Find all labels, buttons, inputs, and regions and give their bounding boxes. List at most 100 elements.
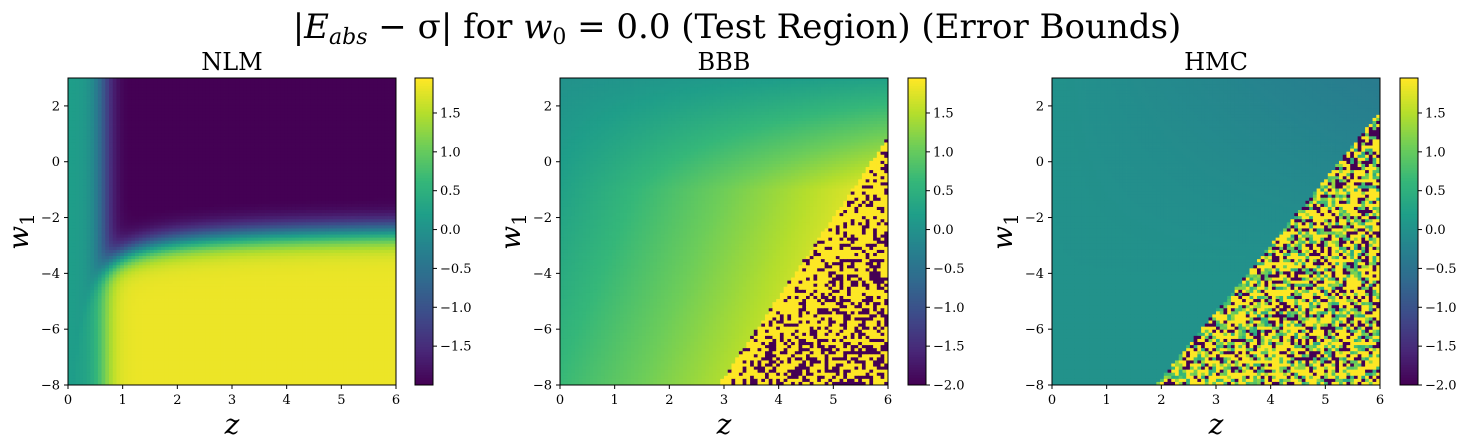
heatmap-cell <box>161 238 165 241</box>
heatmap-cell <box>68 170 72 173</box>
heatmap-cell <box>340 195 344 198</box>
heatmap-cell <box>321 189 325 192</box>
heatmap-cell <box>389 103 393 106</box>
heatmap-cell <box>128 173 132 176</box>
heatmap-cell <box>165 179 169 182</box>
heatmap-cell <box>169 155 173 158</box>
heatmap-cell <box>124 124 128 127</box>
heatmap-cell <box>75 176 79 179</box>
heatmap-cell <box>348 118 352 121</box>
heatmap-cell <box>336 161 340 164</box>
heatmap-cell <box>202 192 206 195</box>
heatmap-cell <box>247 103 251 106</box>
heatmap-cell <box>143 84 147 87</box>
heatmap-cell <box>239 146 243 149</box>
heatmap-cell <box>389 106 393 109</box>
heatmap-cell <box>381 155 385 158</box>
heatmap-cell <box>243 176 247 179</box>
heatmap-cell <box>165 244 169 247</box>
heatmap-cell <box>381 146 385 149</box>
heatmap-cell <box>169 99 173 102</box>
heatmap-cell <box>180 176 184 179</box>
heatmap-cell <box>374 81 378 84</box>
heatmap-cell <box>385 96 389 99</box>
heatmap-cell <box>79 241 83 244</box>
heatmap-cell <box>198 173 202 176</box>
heatmap-cell <box>225 118 229 121</box>
heatmap-cell <box>143 207 147 210</box>
heatmap-cell <box>131 228 135 231</box>
heatmap-cell <box>87 99 91 102</box>
heatmap-cell <box>195 238 199 241</box>
heatmap-cell <box>336 216 340 219</box>
heatmap-cell <box>124 155 128 158</box>
heatmap-cell <box>184 81 188 84</box>
heatmap-cell <box>79 158 83 161</box>
heatmap-cell <box>217 118 221 121</box>
heatmap-cell <box>180 232 184 235</box>
heatmap-cell <box>180 235 184 238</box>
heatmap-cell <box>385 235 389 238</box>
heatmap-cell <box>336 142 340 145</box>
heatmap-cell <box>150 232 154 235</box>
heatmap-cell <box>68 241 72 244</box>
heatmap-cell <box>169 87 173 90</box>
heatmap-cell <box>366 142 370 145</box>
heatmap-cell <box>307 155 311 158</box>
heatmap-cell <box>344 96 348 99</box>
heatmap-cell <box>239 78 243 81</box>
heatmap-cell <box>284 146 288 149</box>
heatmap-cell <box>135 189 139 192</box>
heatmap-cell <box>180 103 184 106</box>
heatmap-cell <box>124 112 128 115</box>
heatmap-cell <box>273 84 277 87</box>
heatmap-cell <box>172 124 176 127</box>
heatmap-cell <box>348 225 352 228</box>
heatmap-cell <box>236 161 240 164</box>
heatmap-cell <box>157 250 161 253</box>
heatmap-cell <box>321 109 325 112</box>
heatmap-cell <box>195 78 199 81</box>
heatmap-cell <box>284 182 288 185</box>
heatmap-cell <box>120 244 124 247</box>
heatmap-cell <box>359 210 363 213</box>
heatmap-cell <box>210 93 214 96</box>
heatmap-cell <box>176 204 180 207</box>
heatmap-cell <box>344 112 348 115</box>
heatmap-cell <box>221 136 225 139</box>
heatmap-cell <box>277 146 281 149</box>
heatmap-cell <box>340 232 344 235</box>
heatmap-cell <box>221 173 225 176</box>
heatmap-cell <box>187 99 191 102</box>
heatmap-cell <box>292 136 296 139</box>
heatmap-cell <box>374 238 378 241</box>
heatmap-cell <box>251 90 255 93</box>
heatmap-cell <box>258 103 262 106</box>
heatmap-cell <box>359 139 363 142</box>
heatmap-cell <box>79 201 83 204</box>
heatmap-cell <box>75 161 79 164</box>
heatmap-cell <box>68 84 72 87</box>
heatmap-cell <box>273 195 277 198</box>
heatmap-cell <box>172 112 176 115</box>
heatmap-cell <box>98 161 102 164</box>
heatmap-cell <box>232 78 236 81</box>
heatmap-cell <box>202 210 206 213</box>
heatmap-cell <box>329 182 333 185</box>
heatmap-cell <box>385 241 389 244</box>
heatmap-cell <box>206 149 210 152</box>
heatmap-cell <box>68 213 72 216</box>
heatmap-cell <box>280 146 284 149</box>
heatmap-cell <box>273 133 277 136</box>
heatmap-cell <box>157 170 161 173</box>
heatmap-cell <box>362 93 366 96</box>
heatmap-cell <box>269 84 273 87</box>
heatmap-cell <box>288 179 292 182</box>
heatmap-cell <box>116 198 120 201</box>
heatmap-cell <box>120 225 124 228</box>
heatmap-cell <box>362 247 366 250</box>
heatmap-cell <box>135 112 139 115</box>
heatmap-cell <box>169 244 173 247</box>
heatmap-cell <box>374 225 378 228</box>
heatmap-cell <box>157 115 161 118</box>
